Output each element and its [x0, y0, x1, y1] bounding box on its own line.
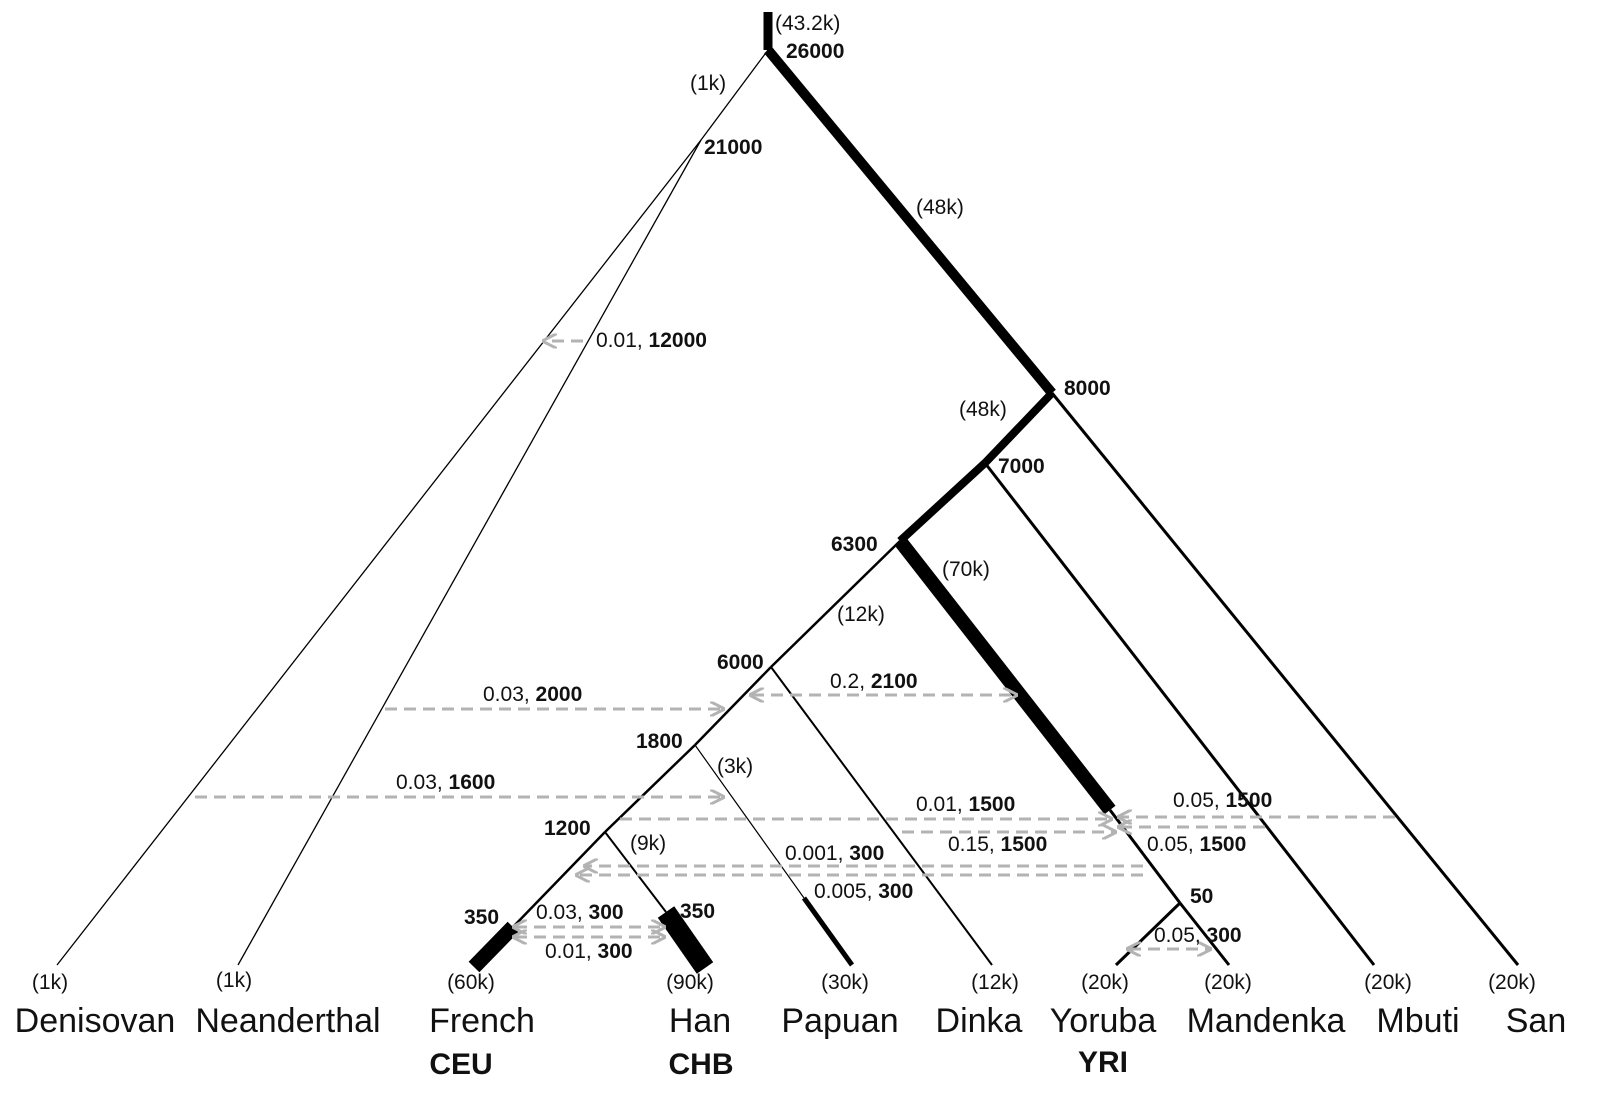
migration-label: 0.01, 1500: [916, 793, 1015, 816]
han-recent-branch: [657, 906, 714, 974]
leaf-size-mandenka: (20k): [1204, 971, 1252, 994]
population-papuan: Papuan: [781, 1002, 898, 1040]
migration-arrows: [195, 341, 1395, 949]
split-time-labels: 26000 21000 8000 7000 6300 6000 1800 120…: [464, 40, 1213, 929]
migration-label: 0.03, 300: [536, 901, 624, 924]
migration-labels: 0.01, 12000 0.03, 2000 0.2, 2100 0.03, 1…: [396, 329, 1272, 963]
leaf-size-denisovan: (1k): [32, 971, 68, 994]
split-time-papuan: 1800: [636, 730, 683, 753]
branch-size-archaic: (1k): [690, 72, 726, 95]
population-han: Han: [669, 1002, 731, 1040]
migration-label: 0.01, 300: [545, 940, 633, 963]
leaf-size-mbuti: (20k): [1364, 971, 1412, 994]
branch-size-african-stem: (48k): [916, 196, 964, 219]
population-dinka: Dinka: [936, 1002, 1023, 1040]
papuan-recent-branch: [801, 896, 855, 967]
leaf-size-neanderthal: (1k): [216, 969, 252, 992]
sample-code-yri: YRI: [1078, 1046, 1128, 1079]
split-time-han-bottleneck: 350: [680, 900, 715, 923]
split-time-eurasia: 1200: [544, 817, 591, 840]
population-mbuti: Mbuti: [1376, 1002, 1459, 1040]
french-recent-branch: [468, 921, 519, 973]
sample-code-chb: CHB: [669, 1048, 734, 1081]
branch-size-african-stem2: (48k): [959, 398, 1007, 421]
denisovan-branch: [56, 139, 702, 966]
sample-code-labels: CEU CHB YRI: [429, 1046, 1128, 1081]
migration-label: 0.001, 300: [785, 842, 884, 865]
archaic-stem-branch: [700, 49, 769, 141]
split-time-archaic: 21000: [704, 136, 762, 159]
african-stem-branch: [982, 390, 1055, 466]
branch-size-han: (9k): [630, 832, 666, 855]
french-branch: [512, 831, 606, 928]
migration-label: 0.05, 1500: [1173, 789, 1272, 812]
ooa-branch: [770, 540, 901, 668]
non-african-branch: [694, 666, 772, 746]
migration-label: 0.15, 1500: [948, 833, 1047, 856]
san-branch: [1050, 392, 1520, 966]
split-time-mbuti: 7000: [998, 455, 1045, 478]
split-time-ooa: 6300: [831, 533, 878, 556]
migration-label: 0.2, 2100: [830, 670, 918, 693]
population-french: French: [429, 1002, 535, 1040]
split-time-san: 8000: [1064, 377, 1111, 400]
split-time-dinka: 6000: [717, 651, 764, 674]
leaf-size-san: (20k): [1488, 971, 1536, 994]
leaf-size-yoruba: (20k): [1081, 971, 1129, 994]
branches: [56, 12, 1520, 974]
branch-size-yri-mandenka: (70k): [942, 558, 990, 581]
mbuti-branch: [983, 462, 1376, 966]
branch-size-papuan: (3k): [717, 755, 753, 778]
branch-size-ooa: (12k): [837, 603, 885, 626]
migration-label: 0.05, 300: [1154, 924, 1242, 947]
papuan-branch: [694, 744, 805, 899]
leaf-size-labels: (1k) (1k) (60k) (90k) (30k) (12k) (20k) …: [32, 969, 1536, 994]
split-time-french-bottleneck: 350: [464, 906, 499, 929]
yri-mandenka-lower-branch: [1108, 809, 1182, 904]
leaf-size-dinka: (12k): [971, 971, 1019, 994]
modern-stem-branch: [764, 46, 1056, 397]
population-neanderthal: Neanderthal: [195, 1002, 380, 1040]
yri-mandenka-stem-branch: [894, 536, 1116, 815]
population-labels: Denisovan Neanderthal French Han Papuan …: [15, 1002, 1567, 1040]
migration-label: 0.03, 2000: [483, 683, 582, 706]
split-time-yoruba-mandenka: 50: [1190, 885, 1213, 908]
population-san: San: [1506, 1002, 1567, 1040]
migration-label: 0.03, 1600: [396, 771, 495, 794]
population-mandenka: Mandenka: [1187, 1002, 1346, 1040]
migration-label: 0.01, 12000: [596, 329, 707, 352]
leaf-size-french: (60k): [447, 971, 495, 994]
pre-ooa-branch: [897, 460, 988, 544]
mandenka-branch: [1178, 902, 1231, 966]
population-yoruba: Yoruba: [1050, 1002, 1157, 1040]
sample-code-ceu: CEU: [429, 1048, 492, 1081]
leaf-size-han: (90k): [666, 971, 714, 994]
split-time-root: 26000: [786, 40, 844, 63]
han-branch: [604, 831, 667, 913]
leaf-size-papuan: (30k): [821, 971, 869, 994]
branch-size-labels: (43.2k) (1k) (48k) (48k) (70k) (12k) (3k…: [630, 12, 1007, 855]
neanderthal-branch: [237, 139, 702, 966]
migration-label: 0.005, 300: [814, 880, 913, 903]
population-denisovan: Denisovan: [15, 1002, 176, 1040]
dinka-branch: [770, 666, 993, 966]
migration-label: 0.05, 1500: [1147, 833, 1246, 856]
branch-size-root: (43.2k): [775, 12, 840, 35]
